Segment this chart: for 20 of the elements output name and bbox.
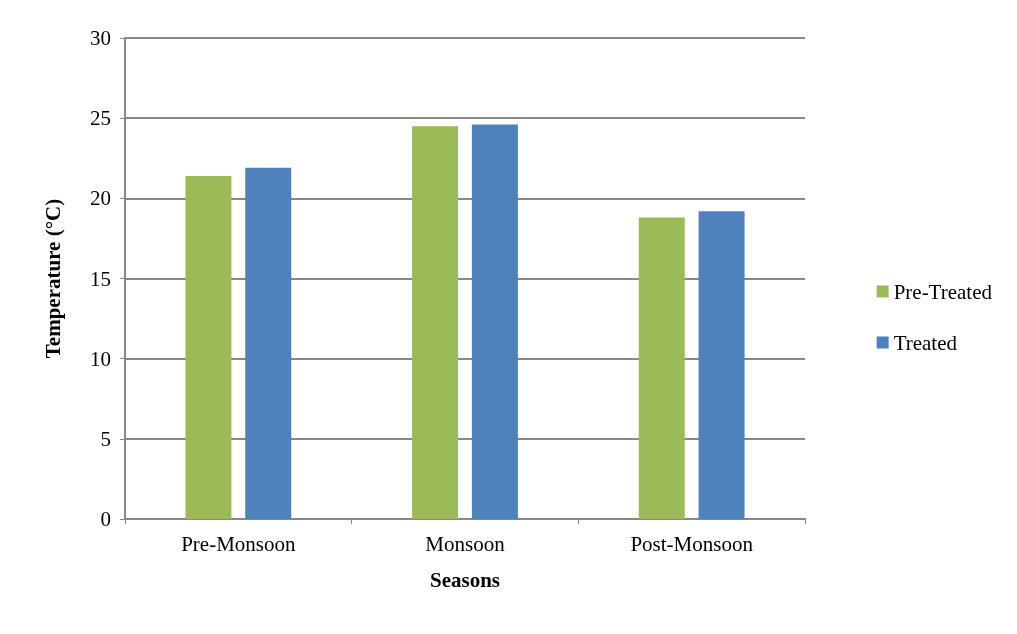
y-tick-label: 0: [100, 507, 111, 531]
x-tick-label: Post-Monsoon: [630, 531, 754, 556]
bar: [412, 126, 459, 519]
y-tick-label: 5: [100, 426, 111, 451]
legend-label: Treated: [893, 330, 958, 355]
bar: [185, 175, 232, 519]
bar: [245, 167, 292, 519]
bar: [638, 217, 685, 519]
bar: [698, 211, 745, 519]
y-tick-label: 30: [90, 26, 111, 50]
y-axis-title: Temperature (°C): [40, 198, 65, 359]
y-tick-label: 10: [90, 346, 111, 371]
x-tick-label: Pre-Monsoon: [181, 531, 296, 556]
y-tick-label: 20: [90, 186, 111, 211]
x-tick-label: Monsoon: [425, 531, 506, 556]
y-tick-label: 15: [90, 266, 111, 291]
x-axis-title: Seasons: [429, 567, 501, 592]
y-tick-label: 25: [90, 106, 111, 131]
bar: [471, 124, 518, 519]
legend-label: Pre-Treated: [893, 279, 993, 304]
